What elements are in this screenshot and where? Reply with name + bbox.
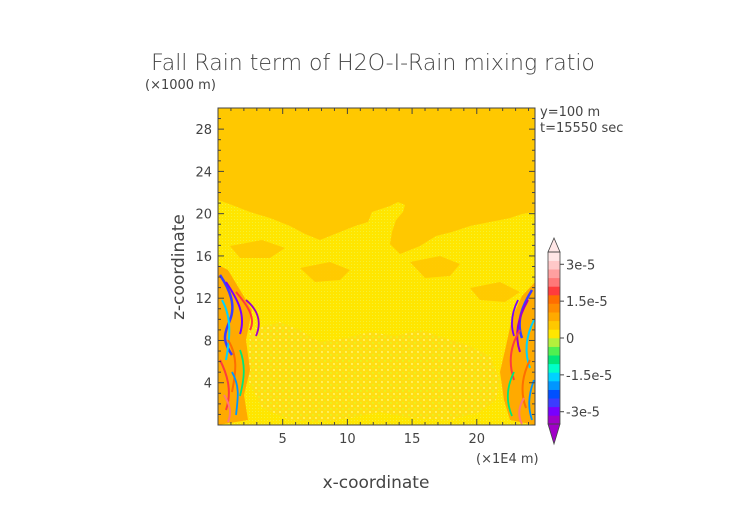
heatmap-right-cell bbox=[500, 282, 535, 425]
colorbar-segment bbox=[548, 295, 560, 304]
colorbar-labels: 3e-5 1.5e-5 0 -1.5e-5 -3e-5 bbox=[560, 258, 612, 421]
x-tick-label: 10 bbox=[339, 432, 356, 447]
y-tick-label: 28 bbox=[195, 123, 212, 138]
colorbar-segment bbox=[548, 312, 560, 322]
x-tick-label: 5 bbox=[279, 432, 287, 447]
colorbar-segment bbox=[548, 338, 560, 347]
y-tick-label: 12 bbox=[195, 292, 212, 307]
colorbar-segment bbox=[548, 406, 560, 416]
annotation-t: t=15550 sec bbox=[540, 121, 623, 136]
x-tick-label: 20 bbox=[469, 432, 486, 447]
colorbar-top-arrow bbox=[547, 236, 561, 253]
x-unit-label: (×1E4 m) bbox=[476, 452, 539, 467]
y-tick-label: 16 bbox=[195, 250, 212, 265]
colorbar-segment bbox=[548, 277, 560, 287]
colorbar-segment bbox=[548, 320, 560, 330]
colorbar-segment bbox=[548, 415, 560, 425]
y-unit-label: (×1000 m) bbox=[145, 78, 216, 93]
y-tick-label: 8 bbox=[204, 334, 212, 349]
y-axis-label: z-coordinate bbox=[169, 214, 189, 320]
colorbar-segment bbox=[548, 329, 560, 339]
colorbar-segment bbox=[548, 286, 560, 296]
y-tick-label: 20 bbox=[195, 208, 212, 223]
colorbar bbox=[547, 236, 561, 446]
x-tick-label: 15 bbox=[404, 432, 421, 447]
colorbar-segment bbox=[548, 398, 560, 408]
heatmap-lower-mesh bbox=[248, 322, 500, 422]
colorbar-segment bbox=[548, 372, 560, 382]
colorbar-segment bbox=[548, 355, 560, 365]
heatmap-streaks bbox=[230, 240, 520, 302]
y-axis: 4 8 12 16 20 24 28 bbox=[195, 118, 535, 415]
colorbar-segment bbox=[548, 269, 560, 279]
y-tick-label: 24 bbox=[195, 165, 212, 180]
colorbar-tick-label: -1.5e-5 bbox=[566, 369, 612, 384]
x-axis-label: x-coordinate bbox=[323, 473, 430, 493]
colorbar-segment bbox=[548, 260, 560, 270]
colorbar-segment bbox=[548, 381, 560, 390]
colorbar-tick-label: 0 bbox=[566, 332, 574, 347]
colorbar-segment bbox=[548, 363, 560, 373]
y-tick-label: 4 bbox=[204, 377, 212, 392]
colorbar-tick-label: 3e-5 bbox=[566, 258, 595, 273]
colorbar-segment bbox=[548, 252, 560, 261]
colorbar-tick-label: -3e-5 bbox=[566, 406, 600, 421]
colorbar-segment bbox=[548, 389, 560, 399]
heatmap-field bbox=[218, 108, 535, 425]
colorbar-segment bbox=[548, 303, 560, 313]
heatmap-left-cell bbox=[218, 265, 260, 425]
colorbar-segment bbox=[548, 346, 560, 356]
annotation-y: y=100 m bbox=[540, 105, 600, 120]
chart-title: Fall Rain term of H2O-I-Rain mixing rati… bbox=[151, 51, 595, 76]
colorbar-bottom-arrow bbox=[547, 423, 561, 446]
x-axis: 5 10 15 20 bbox=[230, 108, 530, 447]
colorbar-tick-label: 1.5e-5 bbox=[566, 295, 608, 310]
